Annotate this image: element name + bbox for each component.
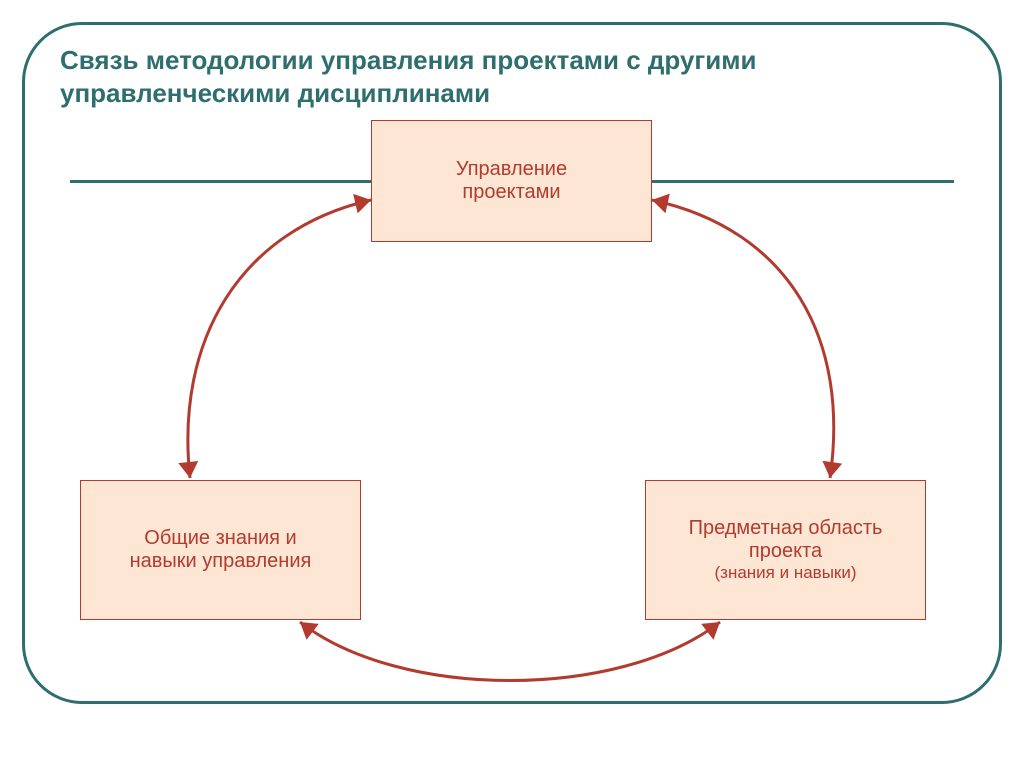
slide-title: Связь методологии управления проектами с…: [60, 44, 756, 109]
node-text: Управление: [456, 158, 567, 181]
title-line1: Связь методологии управления проектами с…: [60, 45, 756, 75]
node-text: проекта: [749, 540, 822, 563]
node-text: проектами: [462, 181, 560, 204]
node-text: Общие знания и: [144, 527, 296, 550]
node-project-management: Управлениепроектами: [371, 120, 652, 242]
node-subject-area: Предметная областьпроекта(знания и навык…: [645, 480, 926, 620]
slide: Связь методологии управления проектами с…: [0, 0, 1024, 767]
node-subtext: (знания и навыки): [714, 563, 856, 583]
node-general-management: Общие знания инавыки управления: [80, 480, 361, 620]
node-text: Предметная область: [689, 517, 883, 540]
node-text: навыки управления: [130, 550, 312, 573]
title-line2: управленческими дисциплинами: [60, 78, 490, 108]
